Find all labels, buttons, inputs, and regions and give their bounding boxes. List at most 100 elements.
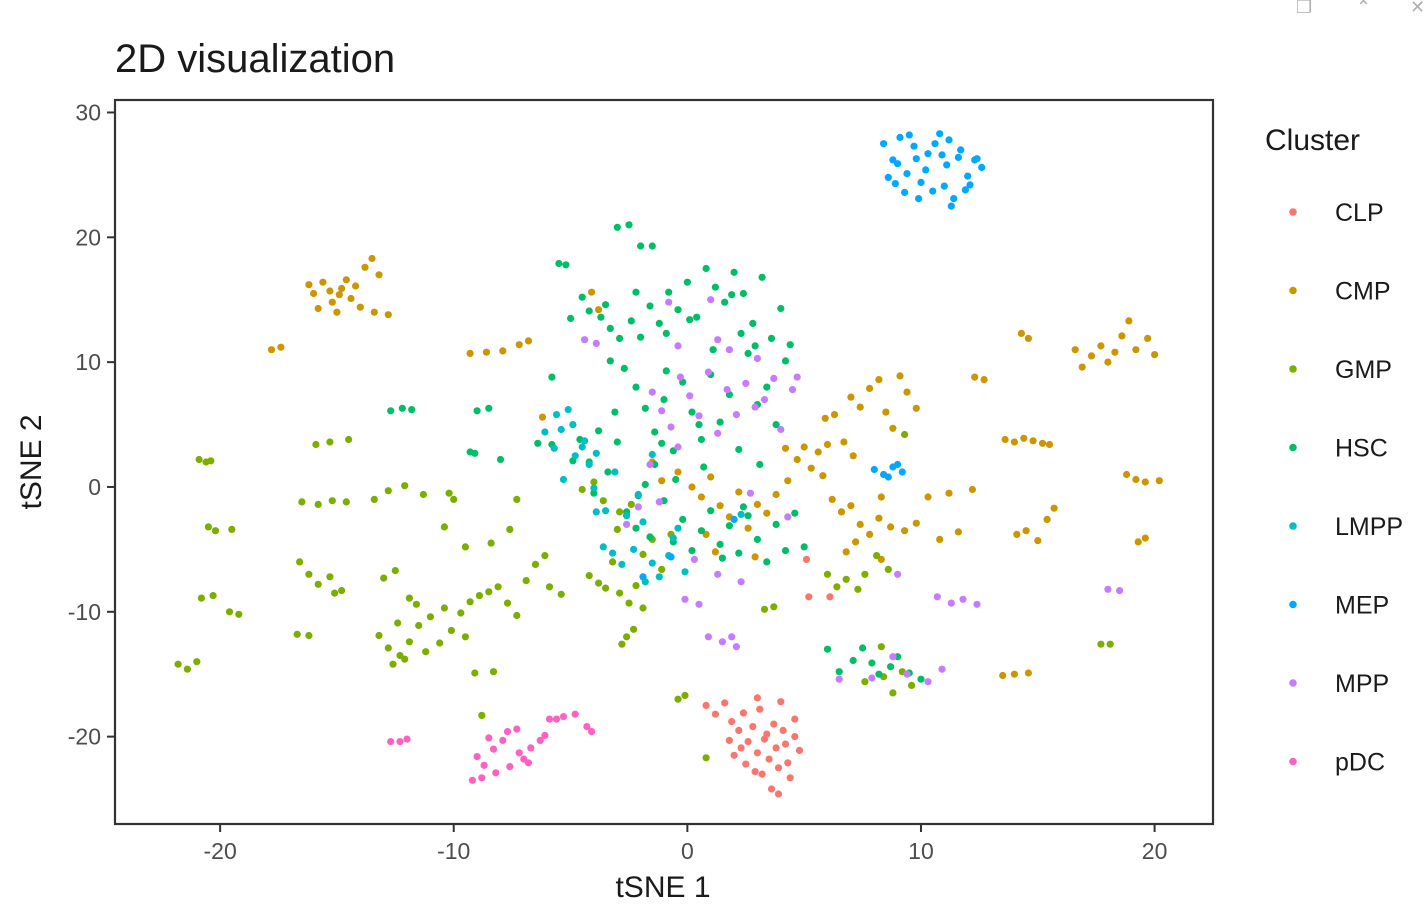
point-gmp (522, 577, 530, 585)
point-hsc (662, 367, 670, 375)
point-hsc (716, 418, 724, 426)
point-cmp (877, 493, 885, 501)
point-hsc (604, 468, 612, 476)
legend-label: pDC (1335, 749, 1385, 777)
point-gmp (457, 609, 465, 617)
point-gmp (401, 655, 409, 663)
point-lmpp (581, 437, 589, 445)
point-lmpp (674, 524, 682, 532)
point-mep (954, 153, 963, 161)
point-lmpp (541, 428, 549, 436)
point-cmp (1141, 534, 1149, 542)
point-gmp (391, 567, 399, 575)
point-cmp (361, 263, 369, 271)
close-icon[interactable]: ✕ (1410, 0, 1425, 18)
point-cmp (466, 349, 474, 357)
point-cmp (588, 288, 596, 296)
point-hsc (739, 503, 748, 511)
point-hsc (767, 334, 776, 342)
series-clp (702, 555, 834, 798)
legend-label: CLP (1335, 199, 1384, 227)
point-cmp (674, 468, 682, 476)
point-mpp (592, 339, 600, 347)
point-mep (880, 140, 888, 148)
point-lmpp (623, 512, 631, 520)
point-pdc (468, 776, 476, 784)
point-gmp (618, 640, 626, 648)
point-hsc (606, 324, 614, 332)
point-gmp (471, 669, 479, 677)
chevron-up-double-icon[interactable]: ⌃ (1356, 0, 1372, 18)
restore-icon[interactable]: ❐ (1296, 0, 1313, 18)
point-gmp (197, 594, 205, 602)
point-mpp (665, 298, 673, 306)
point-hsc (763, 383, 771, 391)
point-hsc (646, 533, 654, 541)
point-pdc (478, 774, 486, 782)
point-hsc (398, 404, 406, 412)
point-gmp (861, 678, 869, 686)
point-hsc (763, 558, 771, 566)
point-hsc (485, 404, 493, 412)
point-mpp (933, 593, 941, 601)
point-mep (922, 166, 930, 174)
point-cmp (595, 306, 603, 314)
point-gmp (770, 603, 778, 611)
point-cmp (716, 502, 724, 510)
point-cmp (333, 308, 341, 316)
point-cmp (305, 281, 313, 289)
point-hsc (721, 298, 729, 306)
point-gmp (632, 582, 640, 590)
point-gmp (590, 478, 598, 486)
point-gmp (494, 583, 502, 591)
point-gmp (1097, 640, 1105, 648)
point-hsc (548, 373, 556, 381)
point-lmpp (618, 560, 626, 569)
point-mpp (623, 520, 631, 529)
point-mep (884, 173, 892, 181)
point-mpp (903, 670, 911, 678)
point-cmp (781, 444, 790, 452)
point-lmpp (639, 518, 647, 526)
point-cmp (267, 346, 276, 354)
point-hsc (672, 475, 680, 484)
point-pdc (506, 763, 514, 771)
point-gmp (609, 558, 617, 566)
point-hsc (835, 668, 843, 676)
point-gmp (326, 573, 334, 581)
point-gmp (485, 588, 493, 596)
point-hsc (646, 302, 654, 310)
point-gmp (823, 570, 832, 578)
point-hsc (697, 435, 706, 444)
point-clp (774, 790, 783, 798)
point-hsc (849, 656, 857, 665)
point-mpp (973, 600, 981, 608)
point-mep (973, 155, 981, 163)
point-cmp (482, 348, 491, 356)
point-gmp (305, 631, 313, 640)
point-mep (957, 146, 965, 154)
point-cmp (901, 527, 909, 535)
point-gmp (461, 633, 469, 641)
point-cmp (889, 424, 897, 432)
point-cmp (1029, 437, 1037, 445)
point-cmp (1013, 530, 1021, 539)
point-cmp (1132, 475, 1140, 484)
point-hsc (728, 291, 736, 299)
point-mpp (742, 379, 750, 387)
point-lmpp (737, 510, 745, 518)
point-cmp (352, 282, 360, 290)
point-cmp (823, 440, 832, 449)
point-cmp (751, 553, 759, 561)
point-mep (961, 186, 970, 194)
point-cmp (1001, 435, 1009, 444)
point-mep (931, 140, 939, 148)
point-cmp (924, 493, 932, 501)
point-hsc (496, 455, 505, 464)
point-cmp (1071, 346, 1079, 354)
point-hsc (655, 319, 663, 327)
point-gmp (412, 600, 420, 608)
point-gmp (312, 440, 320, 449)
point-mpp (674, 443, 682, 451)
point-gmp (405, 594, 413, 602)
